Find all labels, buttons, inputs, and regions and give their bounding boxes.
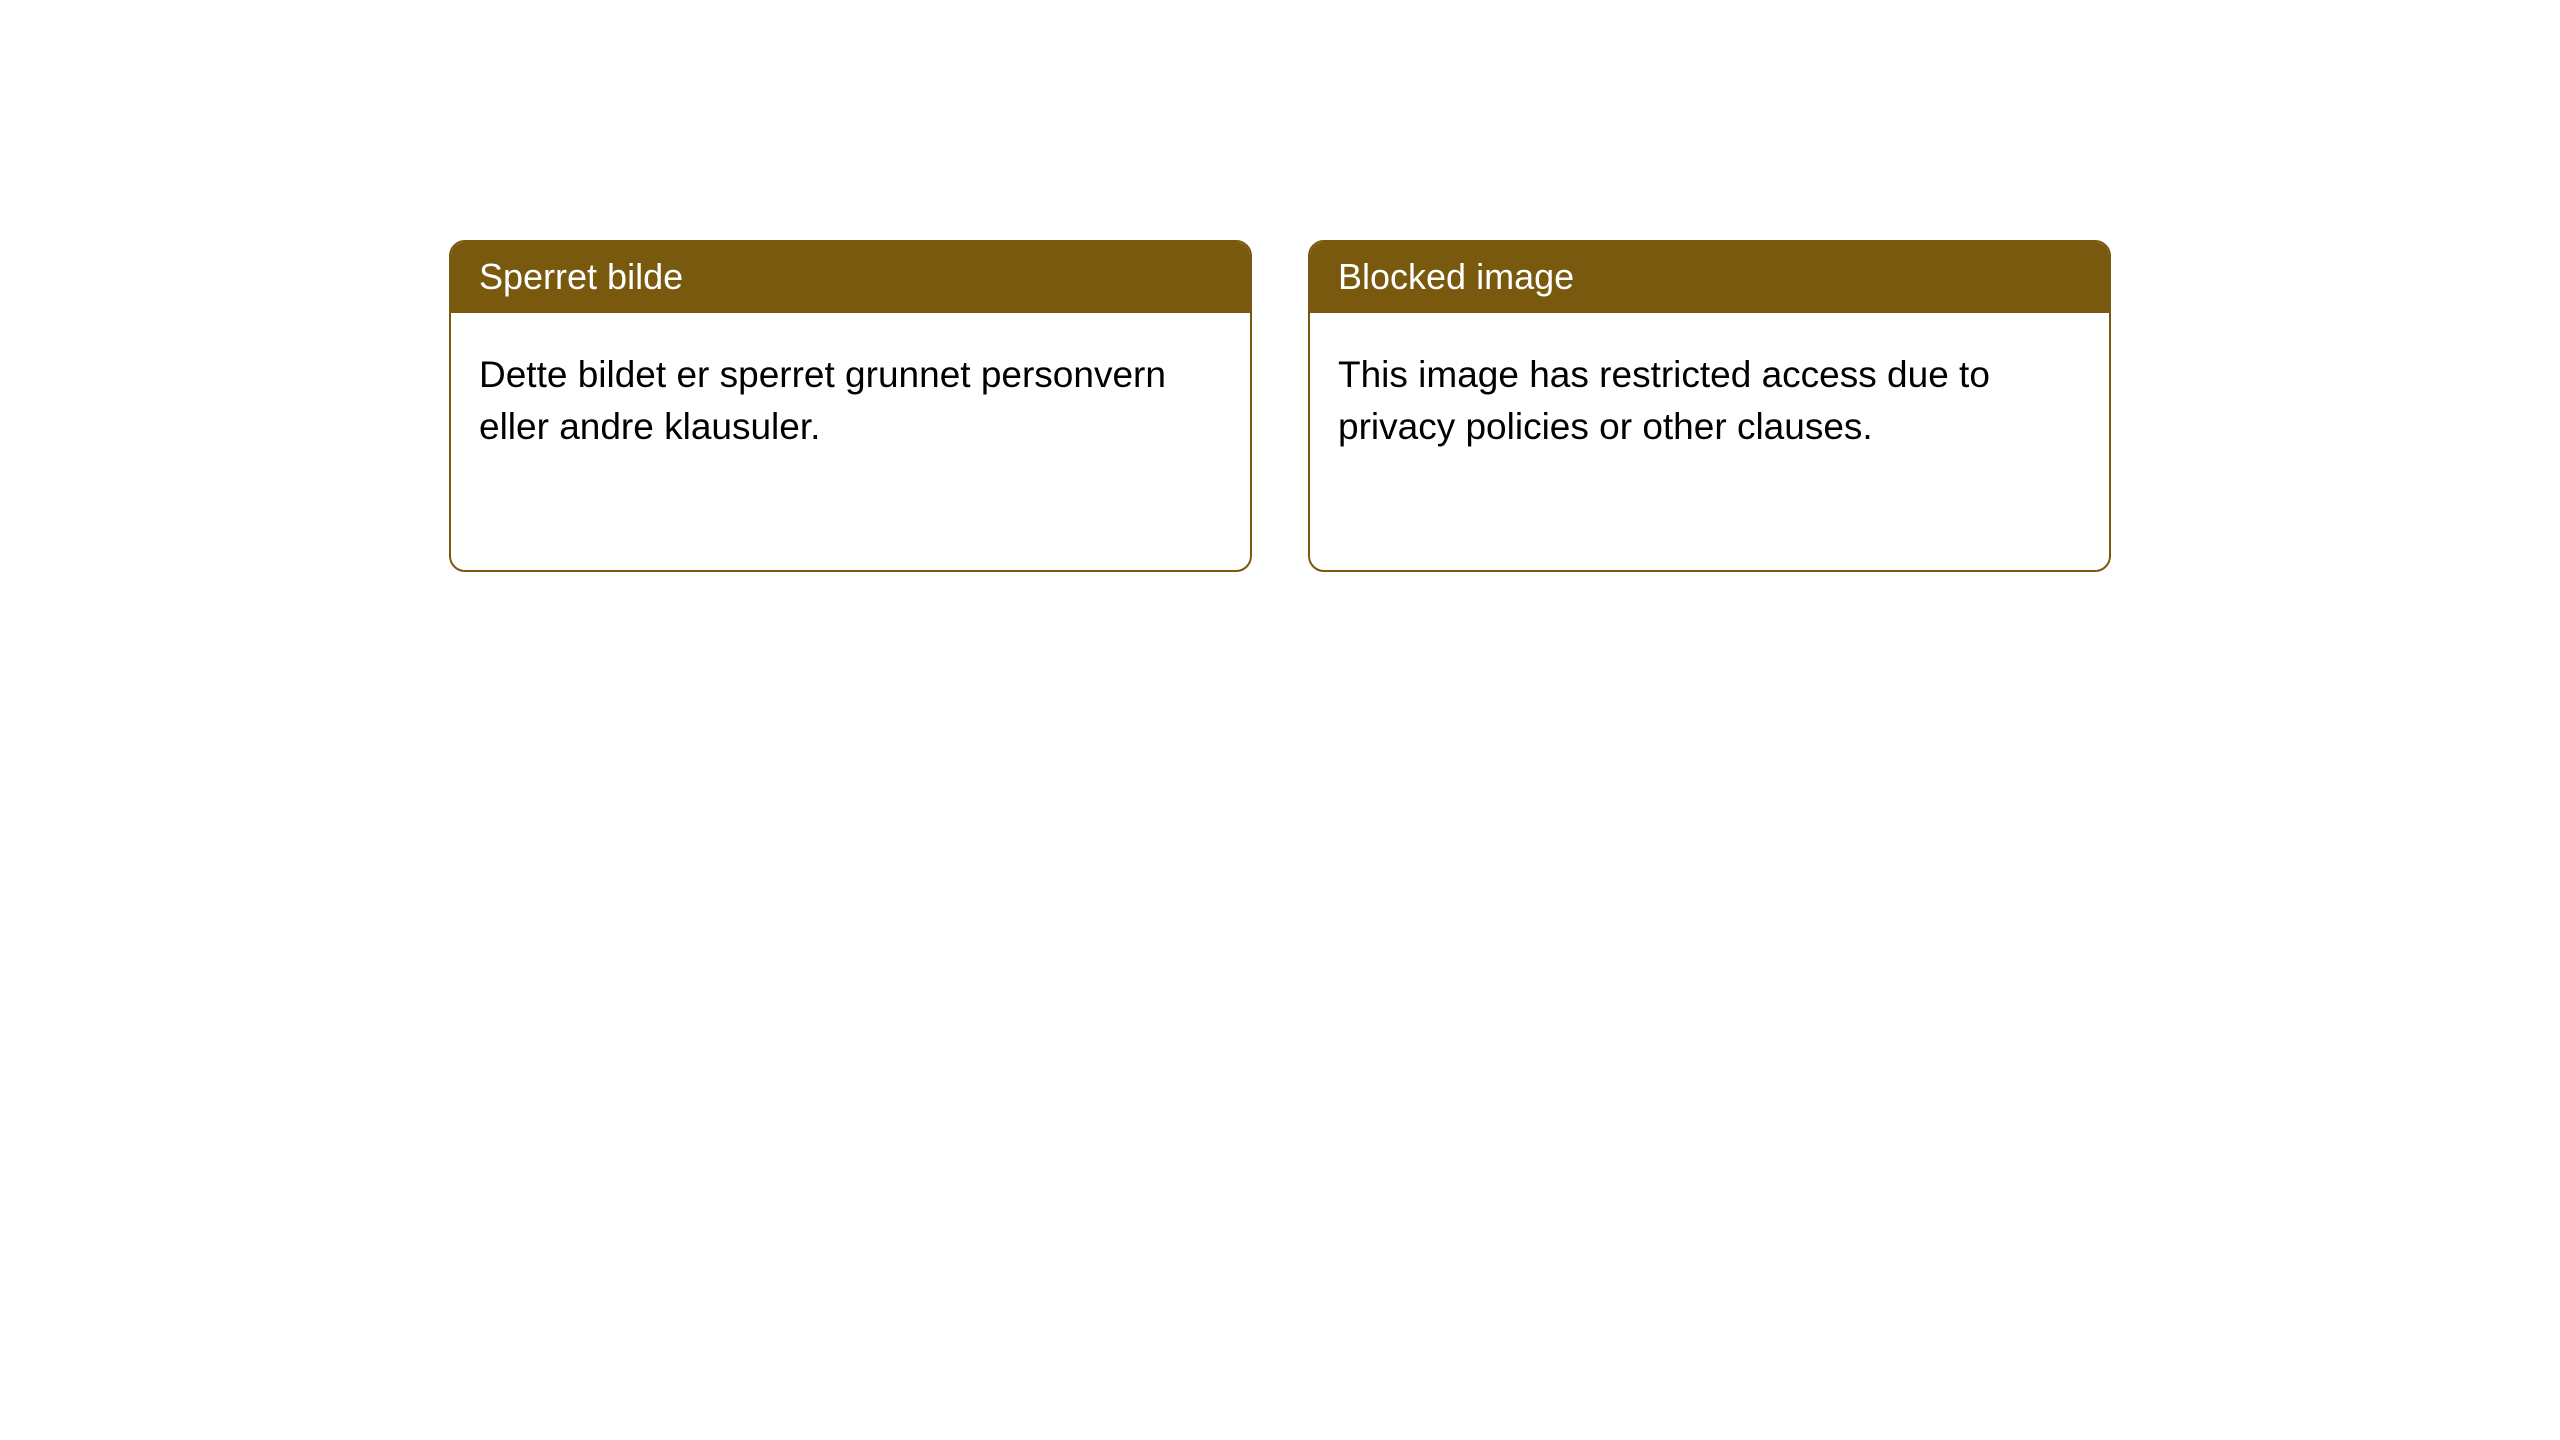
notice-card-norwegian: Sperret bilde Dette bildet er sperret gr…	[449, 240, 1252, 572]
notice-container: Sperret bilde Dette bildet er sperret gr…	[449, 240, 2111, 572]
notice-body: Dette bildet er sperret grunnet personve…	[451, 313, 1250, 481]
notice-title: Sperret bilde	[451, 242, 1250, 313]
notice-body: This image has restricted access due to …	[1310, 313, 2109, 481]
notice-title: Blocked image	[1310, 242, 2109, 313]
notice-card-english: Blocked image This image has restricted …	[1308, 240, 2111, 572]
